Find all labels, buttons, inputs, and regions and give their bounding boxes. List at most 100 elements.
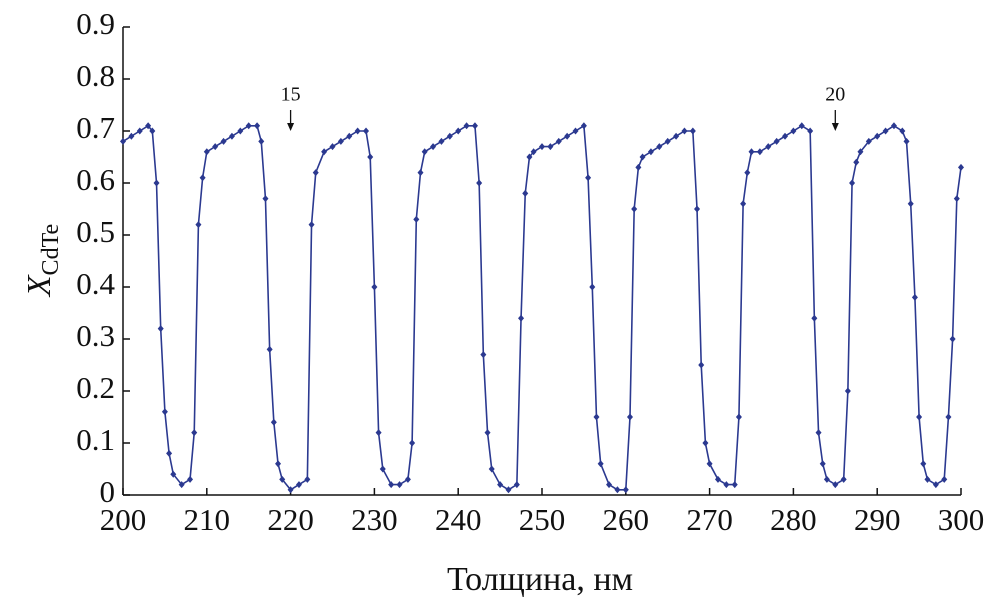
annotation: 15 [281,84,301,106]
data-point [635,163,642,171]
data-point [245,122,252,130]
data-point [907,200,914,208]
data-point [702,439,709,447]
data-point [945,413,952,421]
data-point [312,169,319,177]
y-tick-label: 0 [100,474,116,509]
data-point [329,143,336,151]
data-point [748,148,755,156]
y-label-sub: CdTe [38,224,64,276]
data-point [580,122,587,130]
y-tick-label: 0.7 [76,110,115,145]
data-point [832,481,839,489]
data-point [949,335,956,343]
data-point [157,325,164,333]
y-tick-label: 0.9 [76,6,115,41]
data-point [421,148,428,156]
data-point [890,122,897,130]
data-point [363,127,370,135]
data-point [782,132,789,140]
data-point [790,127,797,135]
data-point [698,361,705,369]
data-point [740,200,747,208]
data-point [308,221,315,229]
y-tick-label: 0.8 [76,58,115,93]
x-tick-label: 230 [351,502,398,537]
data-point [396,481,403,489]
data-point [275,460,282,468]
data-point [166,449,173,457]
data-point [455,127,462,135]
data-point [916,413,923,421]
data-point [706,460,713,468]
data-point [773,137,780,145]
data-point [279,475,286,483]
data-point [337,137,344,145]
data-point [304,475,311,483]
data-point [735,413,742,421]
data-point [388,481,395,489]
data-point [178,481,185,489]
data-point [958,163,964,171]
data-point [547,143,554,151]
data-point [409,439,416,447]
data-point [744,169,751,177]
data-point [228,132,235,140]
data-point [191,429,198,437]
annotation-arrowhead [831,123,839,131]
x-tick-label: 250 [519,502,566,537]
data-point [161,408,168,416]
data-point [203,148,210,156]
data-point [471,122,478,130]
data-point [446,132,453,140]
data-point [840,475,847,483]
data-point [589,283,596,291]
data-point [354,127,361,135]
y-tick-label: 0.3 [76,318,115,353]
data-point [371,283,378,291]
x-tick-label: 200 [100,502,147,537]
y-axis-label-text: XCdTe [21,224,64,298]
data-point [606,481,613,489]
data-point [375,429,382,437]
data-point [505,486,512,494]
y-label-main: X [21,274,58,298]
data-point [941,475,948,483]
x-tick-label: 270 [686,502,733,537]
data-point [849,179,856,187]
data-point [911,293,918,301]
data-point [924,475,931,483]
data-point [476,179,483,187]
data-point [815,429,822,437]
y-axis-label: XCdTe [21,224,64,298]
data-point [819,460,826,468]
data-point [526,153,533,161]
data-point [195,221,202,229]
data-point [262,195,269,203]
data-point [199,174,206,182]
data-point [756,148,763,156]
data-point [689,127,696,135]
data-point [120,137,126,145]
data-point [539,143,545,151]
data-point [463,122,470,130]
x-tick-label: 240 [435,502,482,537]
data-point [903,137,910,145]
data-point [626,413,633,421]
data-point [731,481,738,489]
data-point [882,127,889,135]
annotation-arrowhead [287,123,295,131]
y-tick-label: 0.6 [76,162,115,197]
data-point [765,143,772,151]
data-point [723,481,730,489]
data-point [518,314,525,322]
data-point [321,148,328,156]
y-tick-label: 0.4 [76,266,115,301]
data-point [681,127,688,135]
data-point [212,143,219,151]
data-point [145,122,152,130]
data-point [404,475,411,483]
data-point [953,195,960,203]
x-tick-label: 290 [854,502,901,537]
